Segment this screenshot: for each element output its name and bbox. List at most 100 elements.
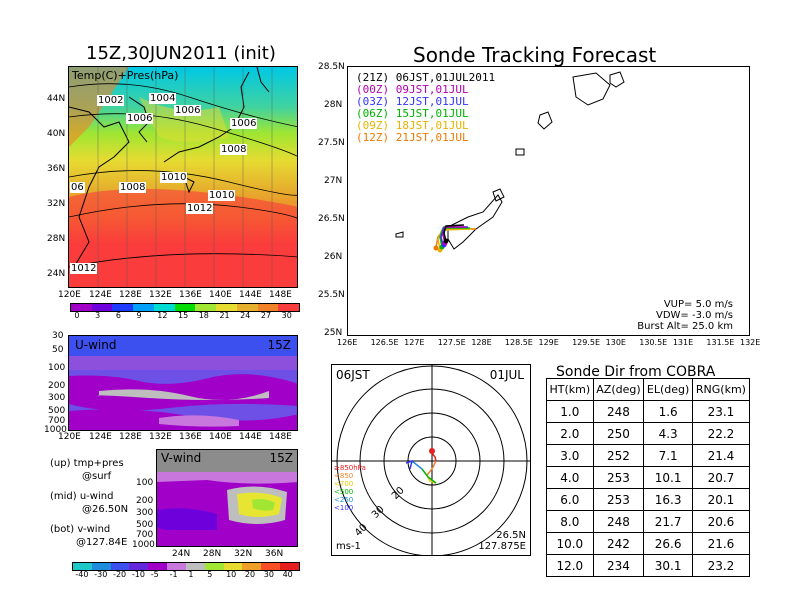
table-cell: 253	[592, 488, 645, 511]
table-row: 8.0 248 21.7 20.6	[546, 510, 751, 533]
table-cell: 3.0	[546, 444, 594, 467]
table-cell: 234	[592, 554, 645, 577]
note-upper: (up) tmp+pres	[50, 458, 124, 469]
uwind-p-tick: 300	[48, 393, 66, 403]
table-cell: 12.0	[546, 554, 594, 577]
track-lat-tick: 25N	[324, 328, 343, 338]
colorbar-label: 15	[178, 311, 189, 320]
colorbar-label: -40	[75, 570, 89, 579]
polar-level-label: <100	[334, 504, 354, 512]
table-cell: 21.4	[691, 444, 751, 467]
track-title: Sonde Tracking Forecast	[413, 43, 657, 67]
colorbar-label: 27	[260, 311, 272, 320]
isobar-label: 1010	[208, 190, 236, 201]
vwind-p-tick: 500	[136, 520, 154, 530]
map-lat-tick: 36N	[47, 164, 66, 174]
polar-unit: ms-1	[336, 541, 361, 552]
colorbar-label: -10	[131, 570, 145, 579]
track-lat-tick: 26N	[324, 252, 343, 262]
track-legend-entry: (03Z) 12JST,01JUL	[356, 95, 469, 108]
table-cell: 20.6	[691, 510, 751, 533]
track-legend-entry: (09Z) 18JST,01JUL	[356, 119, 469, 132]
colorbar-swatch	[280, 563, 299, 570]
vwind-p-tick: 1000	[132, 540, 155, 550]
vwind-lat-tick: 32N	[234, 549, 253, 559]
uwind-lon-tick: 140E	[209, 432, 232, 442]
track-lon-tick: 131E	[672, 338, 694, 347]
map-lon-tick: 136E	[179, 290, 202, 300]
colorbar-swatch	[148, 563, 168, 570]
vwind-p-tick: 700	[136, 530, 154, 540]
table-cell: 20.7	[691, 466, 751, 489]
polar-lon: 127.875E	[478, 541, 526, 552]
colorbar-label: 21	[219, 311, 230, 320]
map-lon-tick: 124E	[89, 290, 112, 300]
colorbar-label: 0	[74, 311, 80, 320]
colorbar-label: -1	[169, 570, 178, 579]
table-cell: 7.1	[643, 444, 693, 467]
polar-date: 01JUL	[489, 368, 524, 382]
isobar-label: 1008	[220, 144, 248, 155]
uwind-svg	[69, 336, 297, 430]
polar-level-legend: ≥850hPa <850 <700 <500 <250 <100	[334, 464, 366, 512]
track-lon-tick: 130.5E	[639, 338, 668, 347]
colorbar-swatch	[91, 304, 113, 311]
uwind-p-tick: 30	[52, 331, 64, 341]
table-cell: 16.3	[643, 488, 693, 511]
track-lon-tick: 130E	[605, 338, 626, 347]
table-cell: 10.0	[546, 532, 594, 555]
track-lon-axis: 126E 126.5E 127E 127.5E 128E 128.5E 129E 129.5E…	[337, 338, 760, 350]
note-mid-sub: @26.50N	[82, 504, 129, 515]
track-lat-tick: 28.5N	[318, 62, 345, 72]
temperature-colorbar-labels: 0 3 6 9 12 15 18 21 24 27 30	[70, 311, 298, 321]
table-cell: 22.2	[691, 422, 751, 445]
col-header-el: EL(deg)	[643, 378, 693, 401]
track-lat-tick: 27N	[324, 176, 343, 186]
uwind-lon-tick: 144E	[239, 432, 262, 442]
colorbar-label: 10	[226, 570, 237, 579]
table-cell: 23.2	[691, 554, 751, 577]
map-lat-tick: 24N	[47, 269, 66, 279]
table-cell: 4.3	[643, 422, 693, 445]
track-lon-tick: 129.5E	[572, 338, 601, 347]
table-cell: 6.0	[546, 488, 594, 511]
colorbar-swatch	[261, 563, 281, 570]
map-lat-tick: 32N	[47, 199, 66, 209]
map-lat-tick: 40N	[47, 129, 66, 139]
colorbar-swatch	[278, 304, 300, 311]
table-cell: 30.1	[643, 554, 693, 577]
table-cell: 1.0	[546, 400, 594, 423]
vdw-param: VDW= -3.0 m/s	[656, 310, 733, 321]
vwind-lat-tick: 28N	[203, 549, 222, 559]
uwind-lon-tick: 124E	[89, 432, 112, 442]
colorbar-swatch	[223, 563, 243, 570]
colorbar-swatch	[174, 304, 196, 311]
isobar-label: 1006	[230, 118, 258, 129]
note-upper-sub: @surf	[82, 471, 112, 482]
vwind-time: 15Z	[269, 451, 294, 465]
uwind-lon-tick: 136E	[179, 432, 202, 442]
colorbar-label: 20	[244, 570, 256, 579]
table-cell: 21.6	[691, 532, 751, 555]
wind-colorbar	[72, 562, 300, 571]
table-row: 10.0 242 26.6 21.6	[546, 532, 751, 555]
track-legend-entry: (21Z) 06JST,01JUL2011	[356, 71, 496, 84]
polar-level-label: <500	[334, 488, 354, 496]
table-cell: 1.6	[643, 400, 693, 423]
track-map: (21Z) 06JST,01JUL2011 (00Z) 09JST,01JUL (0…	[347, 66, 750, 336]
col-header-az: AZ(deg)	[592, 378, 645, 401]
colorbar-swatch	[129, 563, 149, 570]
wind-colorbar-labels: -40 -30 -20 -10 -5 -1 1 5 10 20 30 40	[72, 570, 298, 580]
uwind-p-tick: 500	[48, 406, 66, 416]
track-lat-tick: 25.5N	[318, 290, 345, 300]
table-cell: 250	[592, 422, 645, 445]
table-row: 4.0 253 10.1 20.7	[546, 466, 751, 489]
vwind-panel: V-wind 15Z	[156, 449, 298, 547]
track-legend: (21Z) 06JST,01JUL2011 (00Z) 09JST,01JUL (0…	[356, 72, 495, 144]
table-cell: 248	[592, 510, 645, 533]
temperature-map-svg	[69, 67, 297, 287]
colorbar-swatch	[73, 563, 92, 570]
note-bottom-sub: @127.84E	[76, 537, 128, 548]
uwind-p-tick: 1000	[44, 425, 67, 435]
table-cell: 23.1	[691, 400, 751, 423]
